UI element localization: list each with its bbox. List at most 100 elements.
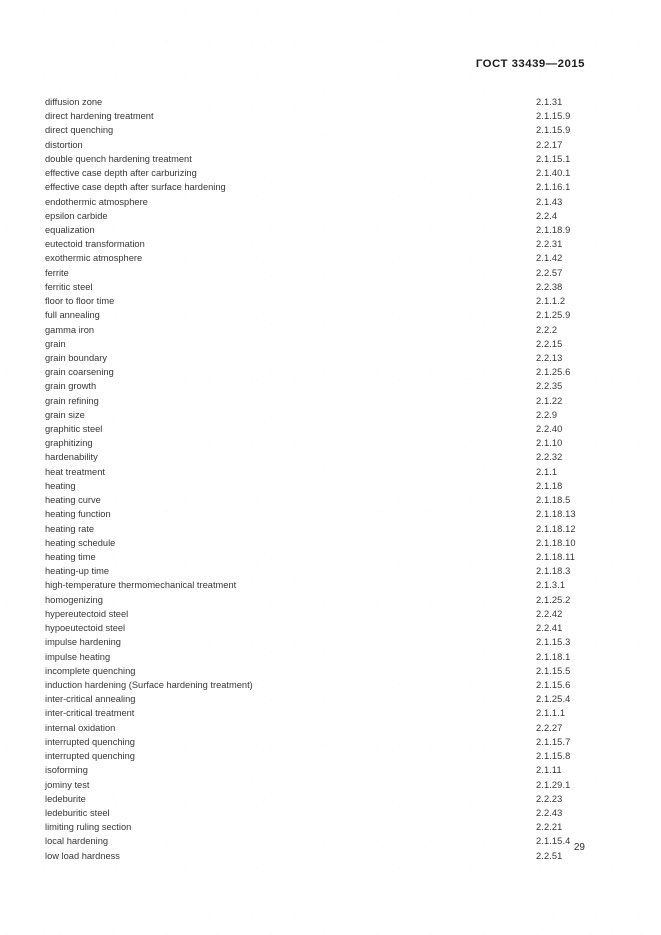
index-entry-term: ledeburite (45, 793, 86, 804)
index-entry-term: direct quenching (45, 125, 114, 136)
index-entry-clause-reference: 2.1.43 (536, 196, 563, 207)
index-entry-term: grain coarsening (45, 367, 114, 378)
index-entry-clause-reference: 2.1.11 (536, 765, 562, 776)
index-entry-term: incomplete quenching (45, 665, 136, 676)
index-entry: interrupted quenching 2.1.15.8 (45, 749, 631, 763)
index-entry-clause-reference: 2.2.42 (536, 608, 563, 619)
index-entry-term: equalization (45, 224, 95, 235)
index-entry: heating rate 2.1.18.12 (45, 522, 631, 536)
index-entry: ledeburite 2.2.23 (45, 792, 631, 806)
index-entry-term: ferrite (45, 267, 69, 278)
index-entry-term: hypereutectoid steel (45, 608, 129, 619)
index-entry-clause-reference: 2.2.32 (536, 452, 563, 463)
index-entry-term: endothermic atmosphere (45, 196, 148, 207)
index-entry: eutectoid transformation 2.2.31 (45, 237, 631, 251)
index-entry: heating function 2.1.18.13 (45, 507, 631, 521)
index-entry: ledeburitic steel 2.2.43 (45, 806, 631, 820)
index-entry: interrupted quenching 2.1.15.7 (45, 735, 631, 749)
index-entry: double quench hardening treatment 2.1.15.… (45, 152, 631, 166)
index-entry-term: graphitizing (45, 438, 93, 449)
index-entry: impulse heating 2.1.18.1 (45, 650, 631, 664)
index-entry-clause-reference: 2.1.15.9 (536, 111, 571, 122)
index-entry-clause-reference: 2.2.9 (536, 409, 558, 420)
index-entry-clause-reference: 2.1.15.7 (536, 736, 571, 747)
index-entry: ferrite 2.2.57 (45, 266, 631, 280)
index-entry-clause-reference: 2.1.16.1 (536, 182, 571, 193)
index-entry-clause-reference: 2.1.10 (536, 438, 563, 449)
index-entry-term: grain boundary (45, 352, 108, 363)
index-entry-term: ferritic steel (45, 281, 93, 292)
index-entry-term: internal oxidation (45, 722, 116, 733)
index-entry: heating time 2.1.18.11 (45, 550, 631, 564)
index-entry-clause-reference: 2.2.17 (536, 139, 563, 150)
index-entry-clause-reference: 2.1.1 (536, 466, 558, 477)
index-entry-term: grain growth (45, 381, 97, 392)
index-entry-clause-reference: 2.1.18.3 (536, 566, 571, 577)
index-entry-term: floor to floor time (45, 296, 115, 307)
index-entry-clause-reference: 2.1.15.6 (536, 679, 571, 690)
page-number-folio: 29 (573, 842, 585, 853)
index-entry-term: homogenizing (45, 594, 103, 605)
index-entry-term: distortion (45, 139, 83, 150)
index-entry-clause-reference: 2.2.21 (536, 822, 563, 833)
index-entry: heating schedule 2.1.18.10 (45, 536, 631, 550)
index-entry-term: graphitic steel (45, 424, 103, 435)
index-entry-term: exothermic atmosphere (45, 253, 143, 264)
index-entry-clause-reference: 2.2.27 (536, 722, 563, 733)
index-entry: gamma iron 2.2.2 (45, 323, 631, 337)
index-entry-term: eutectoid transformation (45, 239, 145, 250)
index-entry-term: induction hardening (Surface hardening t… (45, 679, 253, 690)
index-entry-term: gamma iron (45, 324, 95, 335)
index-entry-clause-reference: 2.2.23 (536, 793, 563, 804)
index-entry-term: isoforming (45, 765, 88, 776)
index-entry: isoforming 2.1.11 (45, 763, 631, 777)
index-entry: full annealing 2.1.25.9 (45, 308, 631, 322)
index-entry: hypoeutectoid steel 2.2.41 (45, 621, 631, 635)
index-entry-clause-reference: 2.1.18.5 (536, 495, 571, 506)
index-entry: low load hardness 2.2.51 (45, 849, 631, 863)
index-entry-term: interrupted quenching (45, 751, 135, 762)
index-entry-term: heating curve (45, 495, 101, 506)
index-entry-clause-reference: 2.1.15.5 (536, 665, 571, 676)
index-entry: diffusion zone 2.1.31 (45, 95, 631, 109)
index-entry-clause-reference: 2.1.18.12 (536, 523, 576, 534)
index-entry: distortion 2.2.17 (45, 138, 631, 152)
index-entry: exothermic atmosphere 2.1.42 (45, 251, 631, 265)
index-entry: homogenizing 2.1.25.2 (45, 593, 631, 607)
index-entry-term: diffusion zone (45, 97, 103, 107)
index-entry-clause-reference: 2.1.25.6 (536, 367, 571, 378)
index-entry: equalization 2.1.18.9 (45, 223, 631, 237)
index-entry: high-temperature thermomechanical treatm… (45, 578, 631, 592)
index-entry-clause-reference: 2.1.15.9 (536, 125, 571, 136)
index-entry-clause-reference: 2.1.40.1 (536, 168, 571, 179)
index-entry-clause-reference: 2.1.3.1 (536, 580, 566, 591)
index-entry: jominy test 2.1.29.1 (45, 778, 631, 792)
index-entry-clause-reference: 2.1.15.4 (536, 836, 571, 847)
index-entry-clause-reference: 2.2.35 (536, 381, 563, 392)
index-entry-term: heat treatment (45, 466, 105, 477)
index-entry: epsilon carbide 2.2.4 (45, 209, 631, 223)
index-entry-clause-reference: 2.1.29.1 (536, 779, 571, 790)
index-entry-clause-reference: 2.1.18.1 (536, 651, 571, 662)
index-entry-clause-reference: 2.2.51 (536, 850, 563, 861)
index-entry-clause-reference: 2.2.41 (536, 623, 563, 634)
index-entry: induction hardening (Surface hardening t… (45, 678, 631, 692)
index-entry-term: epsilon carbide (45, 210, 108, 221)
index-entry-term: high-temperature thermomechanical treatm… (45, 580, 237, 591)
index-entry-clause-reference: 2.1.25.4 (536, 694, 571, 705)
index-entry: local hardening 2.1.15.4 (45, 834, 631, 848)
index-entry: impulse hardening 2.1.15.3 (45, 635, 631, 649)
index-entry-clause-reference: 2.1.31 (536, 97, 563, 107)
index-entry-term: local hardening (45, 836, 109, 847)
index-entry: grain coarsening 2.1.25.6 (45, 365, 631, 379)
index-entry: graphitizing 2.1.10 (45, 436, 631, 450)
index-entry: grain boundary 2.2.13 (45, 351, 631, 365)
index-entry-term: hypoeutectoid steel (45, 623, 126, 634)
index-entry-clause-reference: 2.1.15.3 (536, 637, 571, 648)
index-entry: effective case depth after carburizing 2.… (45, 166, 631, 180)
index-entry-clause-reference: 2.1.18 (536, 480, 563, 491)
index-entry-term: full annealing (45, 310, 100, 321)
index-entry-clause-reference: 2.2.13 (536, 352, 563, 363)
